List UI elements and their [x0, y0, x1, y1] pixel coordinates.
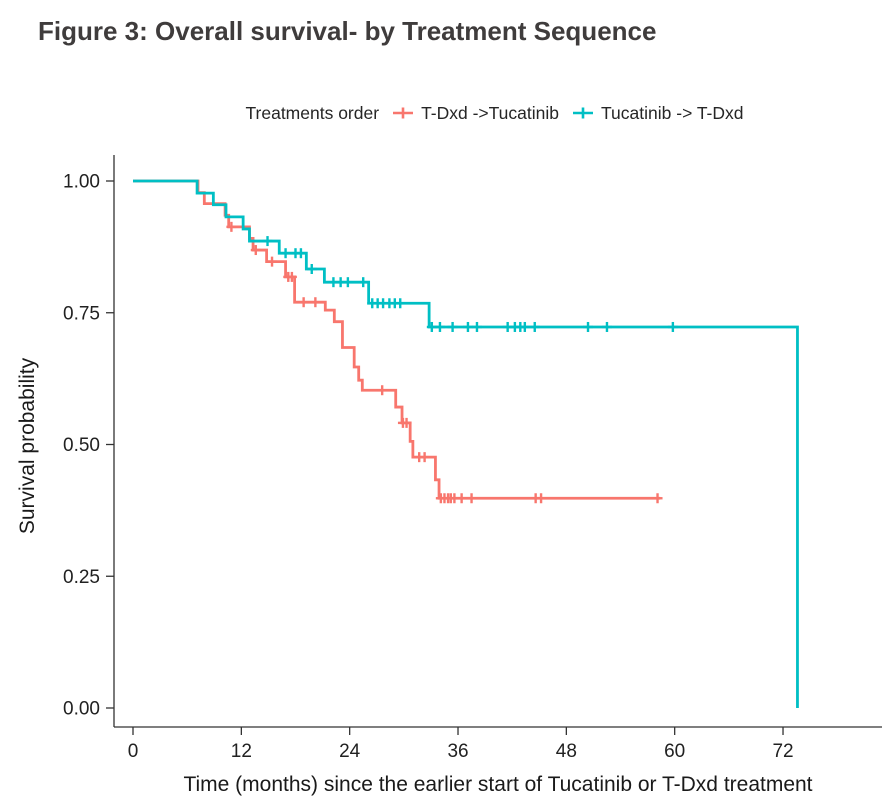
legend: Treatments order T-Dxd ->Tucatinib Tucati… — [100, 101, 889, 125]
km-curve — [133, 179, 799, 708]
legend-item-label: T-Dxd ->Tucatinib — [421, 102, 560, 123]
km-series-tdxd-to-tucatinib — [133, 179, 663, 504]
x-tick-label: 12 — [231, 741, 252, 762]
km-series-tucatinib-to-tdxd — [133, 179, 799, 708]
y-tick-label: 0.00 — [63, 699, 100, 720]
plus-icon — [393, 107, 414, 119]
x-tick-label: 48 — [556, 741, 577, 762]
figure-title: Figure 3: Overall survival- by Treatment… — [38, 16, 657, 46]
x-tick-label: 36 — [447, 741, 468, 762]
y-tick-label: 0.25 — [63, 567, 100, 588]
y-axis-title: Survival probability — [16, 357, 39, 534]
y-tick-label: 1.00 — [63, 172, 100, 193]
y-tick-label: 0.50 — [63, 435, 100, 456]
legend-item: Tucatinib -> T-Dxd — [572, 103, 744, 124]
x-tick-label: 60 — [664, 741, 685, 762]
plus-icon — [573, 107, 594, 119]
legend-item-label: Tucatinib -> T-Dxd — [601, 102, 744, 123]
legend-title: Treatments order — [245, 102, 380, 123]
legend-item: T-Dxd ->Tucatinib — [392, 103, 559, 124]
x-tick-label: 0 — [128, 741, 139, 762]
x-axis-title: Time (months) since the earlier start of… — [183, 773, 812, 796]
x-tick-label: 72 — [772, 741, 793, 762]
km-curve — [133, 179, 661, 500]
x-tick-label: 24 — [339, 741, 361, 762]
legend-items: T-Dxd ->Tucatinib Tucatinib -> T-Dxd — [392, 103, 744, 124]
y-tick-label: 0.75 — [63, 303, 100, 324]
